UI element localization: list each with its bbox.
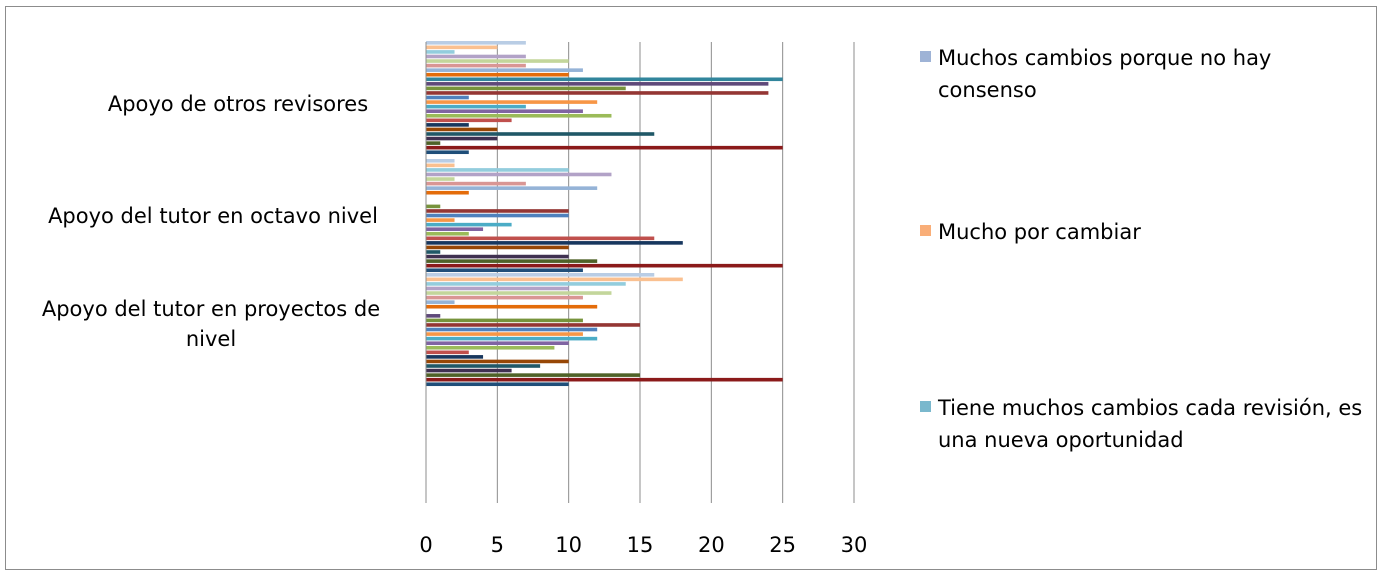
bar-g2-s24 [426, 163, 455, 168]
bar-g2-s15 [426, 204, 441, 209]
bar-g3-s24 [426, 277, 683, 282]
bar-g3-s3 [426, 373, 640, 377]
bar-g1-s10 [426, 109, 583, 113]
bar-g1-s9 [426, 113, 612, 118]
bar-g2-s12 [426, 218, 455, 222]
bar-g2-s8 [426, 236, 655, 241]
bar-g2-s3 [426, 259, 598, 263]
legend-label-consenso: Muchos cambios porque no hay consenso [938, 46, 1272, 102]
bar-g1-s4 [426, 136, 498, 141]
bar-g1-s8 [426, 118, 512, 123]
bar-g3-s6 [426, 359, 569, 364]
legend-label-mucho-por-cambiar: Mucho por cambiar [938, 220, 1141, 244]
bar-g1-s2 [426, 145, 783, 150]
bar-g3-s23 [426, 282, 626, 286]
x-tick-label-15: 15 [627, 533, 654, 557]
bar-g3-s12 [426, 332, 583, 336]
x-tick-label-0: 0 [419, 533, 432, 557]
bar-g2-s18 [426, 190, 469, 195]
bar-g2-s5 [426, 250, 441, 254]
category-label-apoyo-tutor-proyectos: Apoyo del tutor en proyectos de nivel [41, 297, 381, 352]
bar-g3-s20 [426, 295, 583, 300]
bar-g3-s13 [426, 327, 598, 332]
bar-g3-s1 [426, 382, 569, 387]
legend-label-nueva-oportunidad: Tiene muchos cambios cada revisión, es u… [938, 396, 1363, 452]
bar-g3-s10 [426, 341, 569, 345]
bar-g2-s19 [426, 186, 598, 190]
category-label-apoyo-tutor-octavo: Apoyo del tutor en octavo nivel [48, 204, 378, 228]
bar-g1-s5 [426, 132, 655, 136]
category-label-apoyo-otros-revisores: Apoyo de otros revisores [107, 92, 369, 116]
x-tick-label-30: 30 [841, 533, 868, 557]
bar-g2-s4 [426, 254, 569, 259]
bar-g1-s23 [426, 50, 455, 54]
x-tick-label-25: 25 [769, 533, 796, 557]
x-tick-label-10: 10 [555, 533, 582, 557]
bar-g2-s22 [426, 172, 612, 177]
bar-g1-s13 [426, 95, 469, 100]
bar-g1-s21 [426, 59, 569, 63]
bar-g1-s14 [426, 91, 769, 95]
bar-g1-s24 [426, 45, 498, 50]
bar-g3-s4 [426, 368, 512, 373]
bar-g1-s17 [426, 77, 783, 82]
bar-g2-s2 [426, 263, 783, 268]
bar-g3-s16 [426, 314, 441, 318]
chart-frame [5, 6, 1377, 570]
bar-g1-s1 [426, 150, 469, 155]
bar-g3-s15 [426, 318, 583, 323]
bar-g1-s25 [426, 41, 526, 45]
bar-g3-s2 [426, 377, 783, 382]
bar-g1-s12 [426, 100, 598, 104]
x-tick-label-5: 5 [491, 533, 504, 557]
bar-g2-s1 [426, 268, 583, 273]
bar-g2-s14 [426, 209, 569, 213]
bar-g2-s11 [426, 222, 512, 227]
bar-g1-s22 [426, 54, 526, 59]
bar-g2-s6 [426, 245, 569, 250]
bar-g2-s9 [426, 231, 469, 236]
bar-g3-s5 [426, 364, 541, 368]
bar-g2-s20 [426, 181, 526, 186]
bar-g2-s10 [426, 227, 484, 231]
legend-swatch-consenso [920, 51, 931, 62]
legend-swatch-mucho-por-cambiar [920, 225, 931, 236]
bar-g2-s25 [426, 159, 455, 163]
bar-g3-s25 [426, 273, 655, 277]
legend-item-nueva-oportunidad: Tiene muchos cambios cada revisión, es u… [920, 393, 1368, 456]
bar-g2-s23 [426, 168, 569, 172]
bar-g3-s8 [426, 350, 469, 355]
bar-g3-s18 [426, 304, 598, 309]
bar-g3-s22 [426, 286, 569, 291]
bar-g1-s7 [426, 123, 469, 127]
x-tick-label-20: 20 [698, 533, 725, 557]
bar-g1-s19 [426, 68, 583, 72]
legend-item-consenso: Muchos cambios porque no hay consenso [920, 43, 1368, 106]
bar-g1-s6 [426, 127, 498, 132]
bar-g3-s7 [426, 355, 484, 359]
bar-g3-s21 [426, 291, 612, 295]
bar-g2-s7 [426, 241, 683, 245]
bar-g1-s18 [426, 72, 569, 77]
bar-g1-s15 [426, 86, 626, 91]
bar-g1-s3 [426, 141, 441, 145]
legend-swatch-nueva-oportunidad [920, 401, 931, 412]
bar-g3-s19 [426, 300, 455, 304]
legend-item-mucho-por-cambiar: Mucho por cambiar [920, 217, 1368, 249]
bar-g2-s13 [426, 213, 569, 218]
bar-g3-s11 [426, 336, 598, 341]
bar-g1-s20 [426, 63, 526, 68]
bar-g1-s11 [426, 104, 526, 109]
bar-g3-s9 [426, 345, 555, 350]
bar-g2-s21 [426, 177, 455, 181]
bar-g3-s14 [426, 323, 640, 327]
bar-g1-s16 [426, 82, 769, 86]
